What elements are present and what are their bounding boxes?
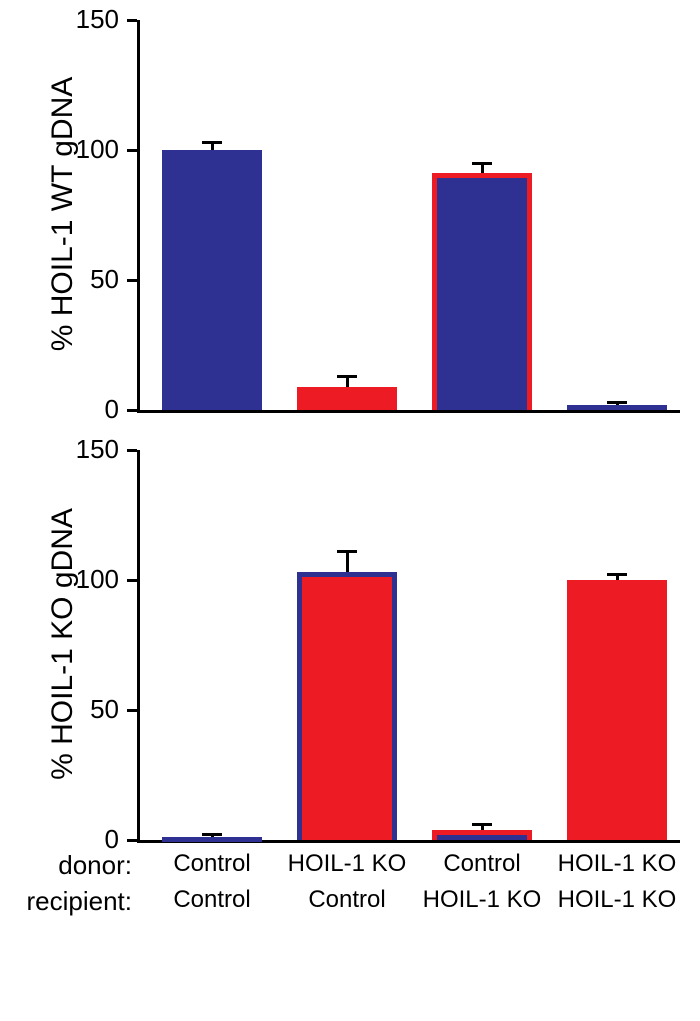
panel-bot-ytick: [127, 579, 137, 582]
panel-top-ytick: [127, 19, 137, 22]
panel-bot-ytick: [127, 449, 137, 452]
panel-bot-bar: [297, 572, 397, 840]
panel-bot-errorcap: [202, 833, 222, 836]
panel-top-errorcap: [337, 375, 357, 378]
panel-bot-y-axis: [137, 450, 140, 843]
panel-bot-errorbar: [346, 551, 349, 572]
panel-bot-y-title: % HOIL-1 KO gDNA: [46, 449, 80, 839]
panel-top-errorcap: [607, 401, 627, 404]
panel-top-y-title: % HOIL-1 WT gDNA: [46, 19, 80, 409]
x-category-label: HOIL-1 KO: [415, 886, 550, 914]
x-category-label: Control: [280, 886, 415, 914]
panel-top-bar: [432, 173, 532, 410]
x-category-label: HOIL-1 KO: [550, 886, 685, 914]
x-category-label: Control: [145, 886, 280, 914]
panel-bot-bar: [432, 830, 532, 840]
x-category-label: Control: [415, 850, 550, 878]
x-category-label: Control: [145, 850, 280, 878]
panel-top-bar: [297, 387, 397, 410]
panel-bot-errorcap: [472, 823, 492, 826]
x-category-label: HOIL-1 KO: [280, 850, 415, 878]
panel-bot-errorcap: [337, 550, 357, 553]
panel-top-errorcap: [202, 141, 222, 144]
panel-top-bar: [567, 405, 667, 410]
panel-bot-ytick: [127, 839, 137, 842]
panel-bot-ytick: [127, 709, 137, 712]
panel-bot-bar: [567, 580, 667, 840]
panel-top-y-axis: [137, 20, 140, 413]
panel-top-errorcap: [472, 162, 492, 165]
panel-top-ytick: [127, 409, 137, 412]
x-category-label: HOIL-1 KO: [550, 850, 685, 878]
panel-top-ytick: [127, 279, 137, 282]
panel-top-bar: [162, 150, 262, 410]
x-row-label: recipient:: [0, 886, 132, 917]
panel-top-errorbar: [346, 376, 349, 386]
panel-bot-errorcap: [607, 573, 627, 576]
panel-bot-bar: [162, 837, 262, 842]
x-row-label: donor:: [0, 850, 132, 881]
panel-top-x-axis: [137, 410, 680, 413]
panel-top-errorbar: [481, 163, 484, 173]
figure-root: 050100150% HOIL-1 WT gDNA050100150% HOIL…: [0, 0, 700, 1021]
panel-top-ytick: [127, 149, 137, 152]
